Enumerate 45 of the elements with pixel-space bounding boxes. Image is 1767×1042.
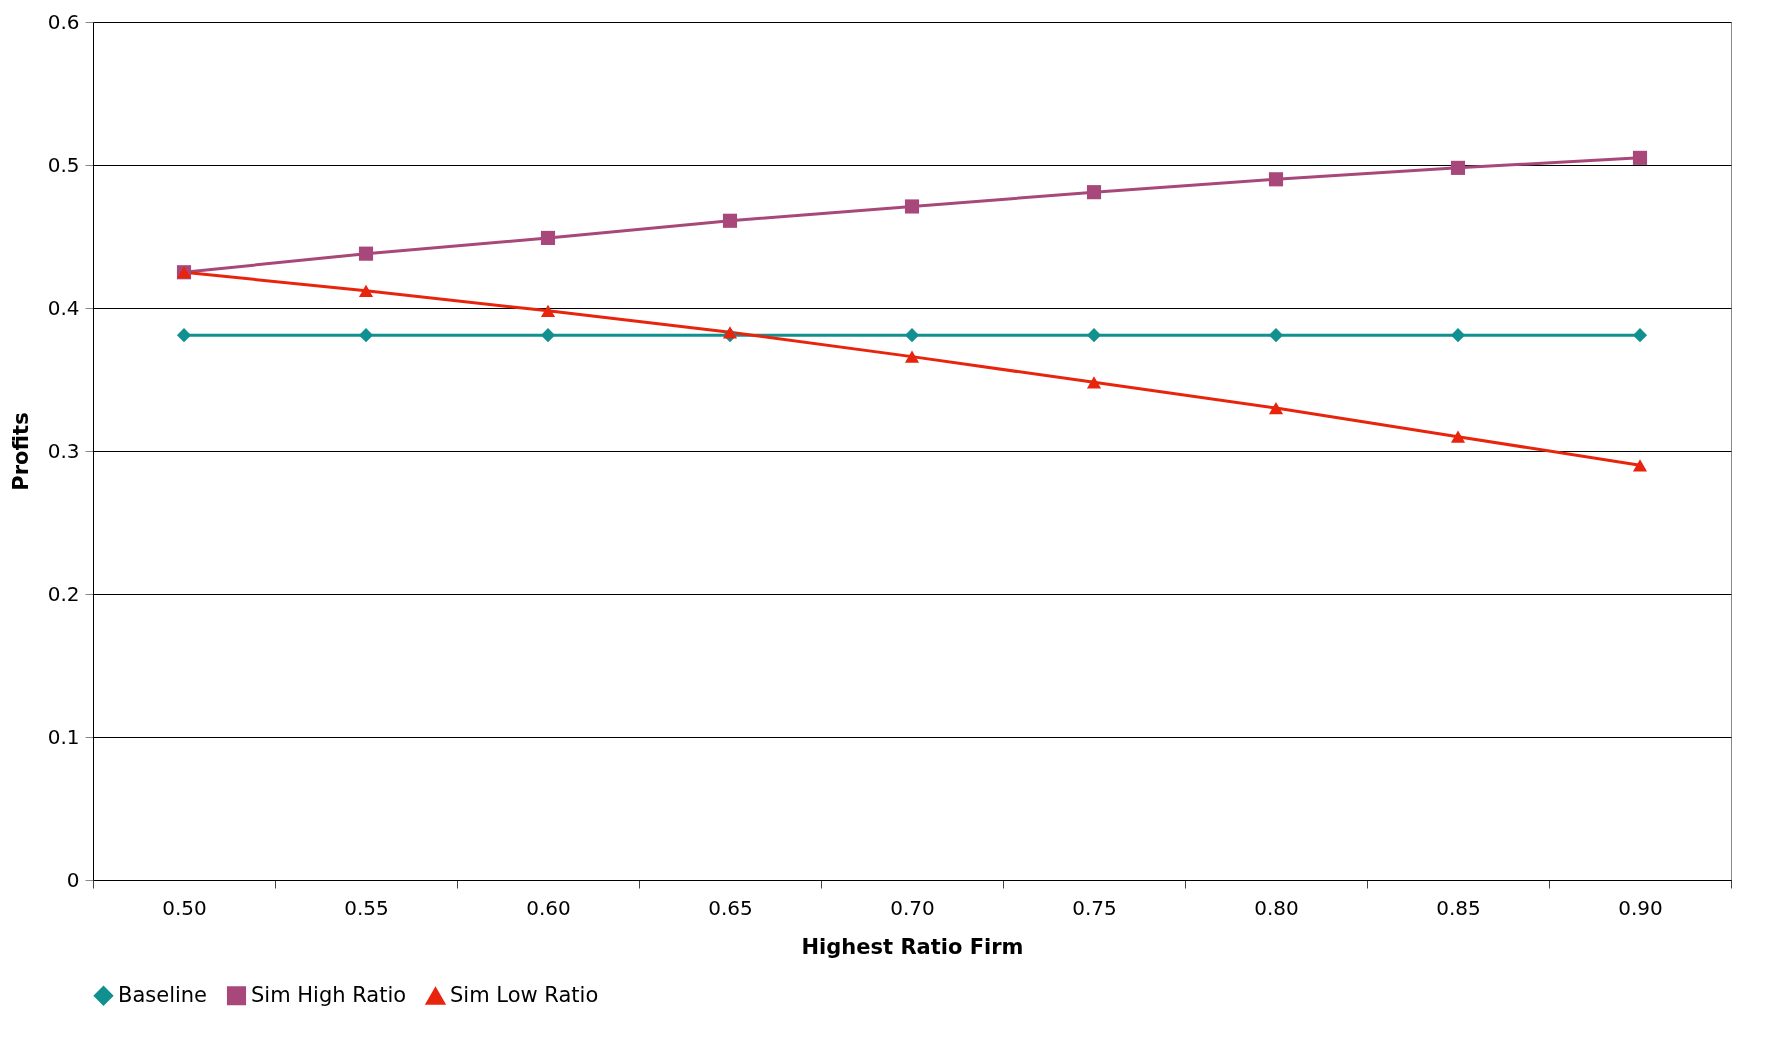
point [1632, 459, 1648, 472]
x-tick-label: 0.50 [162, 895, 207, 920]
y-tick-label: 0.1 [47, 724, 80, 749]
point [358, 328, 374, 343]
point [1268, 172, 1284, 187]
point [1450, 328, 1466, 343]
point [1450, 160, 1466, 175]
point [904, 350, 920, 363]
point [1086, 185, 1102, 200]
x-tick-label: 0.75 [1072, 895, 1117, 920]
y-tick-label: 0.3 [47, 438, 80, 463]
point [540, 304, 556, 317]
x-tick-label: 0.90 [1618, 895, 1663, 920]
point [540, 328, 556, 343]
point [1632, 328, 1648, 343]
x-tick-label: 0.65 [708, 895, 753, 920]
y-tick-label: 0.4 [47, 295, 80, 320]
x-tick-label: 0.85 [1436, 895, 1481, 920]
point [904, 199, 920, 214]
y-tick-label: 0.6 [47, 9, 80, 34]
point [358, 284, 374, 297]
y-tick-label: 0.5 [47, 152, 80, 177]
y-axis-title: Profits [8, 412, 33, 491]
x-tick-label: 0.55 [344, 895, 389, 920]
point [540, 230, 556, 245]
x-tick-label: 0.60 [526, 895, 571, 920]
point [1268, 401, 1284, 415]
point [904, 328, 920, 343]
point [1086, 328, 1102, 343]
y-tick-label: 0 [66, 867, 80, 892]
point [1086, 376, 1102, 389]
legend-label: Baseline [118, 982, 208, 1007]
y-tick-label: 0.2 [47, 581, 80, 606]
point [1632, 150, 1648, 165]
point [1268, 328, 1284, 343]
legend-label: Sim High Ratio [251, 982, 407, 1007]
point [1450, 430, 1466, 443]
point [358, 246, 374, 261]
x-tick-label: 0.80 [1254, 895, 1299, 920]
point [722, 326, 738, 339]
x-tick-label: 0.70 [890, 895, 935, 920]
x-axis-title: Highest Ratio Firm [801, 934, 1024, 959]
point [722, 213, 738, 228]
legend-label: Sim Low Ratio [450, 983, 599, 1008]
point [176, 328, 192, 343]
